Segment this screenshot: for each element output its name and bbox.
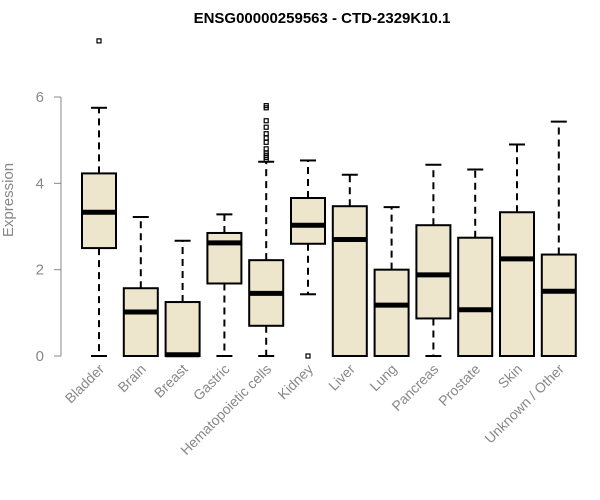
y-tick-label: 2 xyxy=(36,262,44,279)
outlier-point xyxy=(96,38,102,44)
box-8 xyxy=(415,163,452,357)
box-9 xyxy=(457,168,494,357)
x-tick-label: Skin xyxy=(495,361,526,392)
box-2 xyxy=(164,239,201,358)
box-iqr xyxy=(540,253,577,357)
x-tick-label: Unknown / Other xyxy=(481,361,567,447)
outlier-point xyxy=(263,135,269,141)
box-3 xyxy=(206,213,243,357)
outlier-point xyxy=(263,146,269,152)
y-axis-label: Expression xyxy=(0,163,17,237)
chart-title: ENSG00000259563 - CTD-2329K10.1 xyxy=(194,10,451,27)
box-iqr xyxy=(164,301,201,357)
box-7 xyxy=(373,206,410,357)
x-tick-label: Liver xyxy=(325,361,358,394)
outlier-point xyxy=(263,103,269,109)
outlier-point xyxy=(263,118,269,124)
box-11 xyxy=(540,120,577,357)
box-iqr xyxy=(290,197,326,245)
outlier-point xyxy=(263,139,269,145)
x-tick-label: Brain xyxy=(114,361,148,395)
box-iqr xyxy=(499,211,535,357)
box-4 xyxy=(248,103,285,357)
outlier-point xyxy=(263,131,269,137)
x-tick-label: Bladder xyxy=(62,361,108,407)
x-tick-label: Prostate xyxy=(435,361,483,409)
x-tick-label: Kidney xyxy=(275,361,317,403)
box-iqr xyxy=(331,205,368,357)
y-tick-label: 6 xyxy=(36,89,44,106)
box-0 xyxy=(81,38,117,357)
box-iqr xyxy=(373,268,410,357)
y-tick-label: 4 xyxy=(36,175,44,192)
x-tick-label: Breast xyxy=(151,361,191,401)
box-iqr xyxy=(457,236,494,357)
box-5 xyxy=(290,159,326,359)
box-10 xyxy=(499,143,535,357)
box-6 xyxy=(331,173,368,357)
outlier-point xyxy=(305,353,311,359)
x-tick-label: Lung xyxy=(366,361,399,394)
outlier-point xyxy=(263,124,269,130)
box-series xyxy=(81,38,577,359)
y-axis: 0 2 4 6 xyxy=(36,89,62,365)
y-tick-label: 0 xyxy=(36,348,44,365)
box-iqr xyxy=(122,287,159,357)
box-iqr xyxy=(415,224,452,320)
box-1 xyxy=(122,216,159,357)
